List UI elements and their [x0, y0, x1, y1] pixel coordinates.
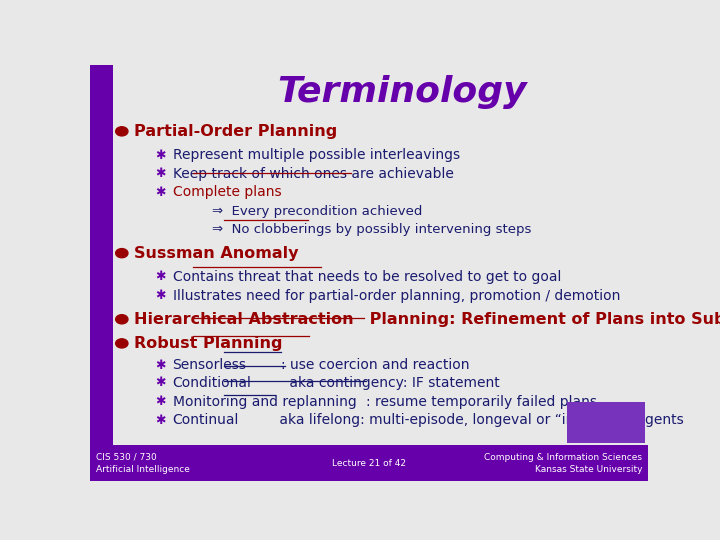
Text: Partial-Order Planning: Partial-Order Planning — [133, 124, 337, 139]
Text: ✱: ✱ — [156, 167, 166, 180]
Text: ✱: ✱ — [156, 414, 166, 427]
Text: Computing & Information Sciences
Kansas State University: Computing & Information Sciences Kansas … — [485, 453, 642, 474]
Text: Continual: Continual — [173, 413, 239, 427]
Circle shape — [116, 127, 128, 136]
Text: Lecture 21 of 42: Lecture 21 of 42 — [332, 458, 406, 468]
Circle shape — [116, 339, 128, 348]
Text: aka lifelong: multi-episode, longeval or “immortal” agents: aka lifelong: multi-episode, longeval or… — [275, 413, 684, 427]
Text: ✱: ✱ — [156, 148, 166, 161]
Text: Terminology: Terminology — [278, 75, 527, 109]
Text: Keep track of which ones are achievable: Keep track of which ones are achievable — [173, 167, 454, 181]
Text: ⇒  Every precondition achieved: ⇒ Every precondition achieved — [212, 205, 422, 218]
Text: Complete plans: Complete plans — [173, 185, 282, 199]
Text: ✱: ✱ — [156, 395, 166, 408]
Text: Sensorless: Sensorless — [173, 358, 246, 372]
Text: Illustrates need for partial-order planning, promotion / demotion: Illustrates need for partial-order plann… — [173, 288, 620, 302]
Text: Sussman Anomaly: Sussman Anomaly — [133, 246, 298, 261]
FancyBboxPatch shape — [567, 402, 645, 443]
Text: Conditional: Conditional — [173, 376, 251, 390]
Text: ✱: ✱ — [156, 359, 166, 372]
Text: : resume temporarily failed plans: : resume temporarily failed plans — [366, 395, 597, 409]
Text: Monitoring and replanning: Monitoring and replanning — [173, 395, 356, 409]
Circle shape — [116, 315, 128, 324]
Text: Contains threat that needs to be resolved to get to goal: Contains threat that needs to be resolve… — [173, 270, 561, 284]
Text: : use coercion and reaction: : use coercion and reaction — [281, 358, 469, 372]
Text: ✱: ✱ — [156, 289, 166, 302]
Text: Hierarchical Abstraction: Hierarchical Abstraction — [133, 312, 353, 327]
Text: ⇒  No clobberings by possibly intervening steps: ⇒ No clobberings by possibly intervening… — [212, 222, 531, 235]
Text: ✱: ✱ — [156, 271, 166, 284]
FancyBboxPatch shape — [90, 65, 114, 446]
Text: CIS 530 / 730
Artificial Intelligence: CIS 530 / 730 Artificial Intelligence — [96, 453, 189, 474]
Circle shape — [116, 248, 128, 258]
Text: Robust Planning: Robust Planning — [133, 336, 282, 351]
Text: Represent multiple possible interleavings: Represent multiple possible interleaving… — [173, 148, 459, 162]
FancyBboxPatch shape — [90, 446, 648, 481]
Text: Planning: Refinement of Plans into Subplans: Planning: Refinement of Plans into Subpl… — [364, 312, 720, 327]
Text: ✱: ✱ — [156, 186, 166, 199]
Text: aka contingency: IF statement: aka contingency: IF statement — [285, 376, 500, 390]
Text: ✱: ✱ — [156, 376, 166, 389]
